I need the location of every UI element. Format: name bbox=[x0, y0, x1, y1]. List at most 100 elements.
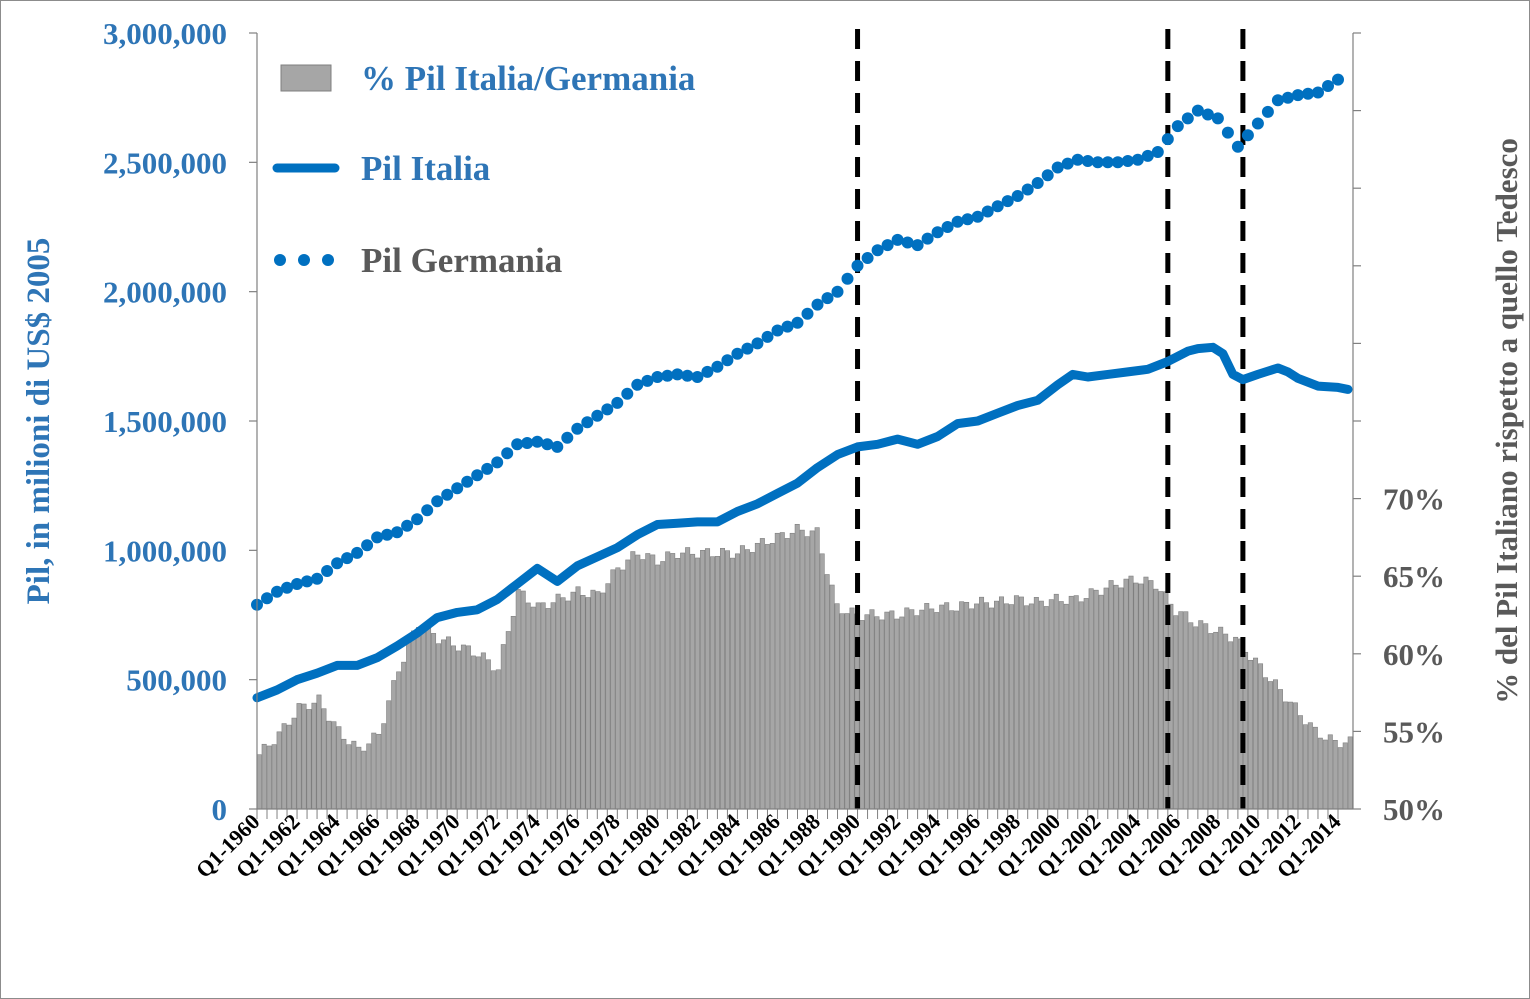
ratio-bar bbox=[1277, 689, 1283, 810]
ratio-bar bbox=[839, 613, 845, 810]
ratio-bar bbox=[1068, 595, 1074, 810]
ratio-bar bbox=[321, 708, 327, 810]
ratio-bar bbox=[754, 542, 760, 810]
ratio-bar bbox=[700, 549, 706, 810]
pil-germania-point bbox=[591, 409, 604, 422]
ratio-bar bbox=[1173, 615, 1179, 810]
ratio-bar bbox=[605, 583, 611, 810]
pil-germania-point bbox=[821, 292, 834, 305]
pil-germania-point bbox=[531, 435, 544, 448]
ratio-bar bbox=[1088, 588, 1094, 810]
legend-label-pil-germania: Pil Germania bbox=[361, 241, 562, 280]
ratio-bar bbox=[849, 607, 855, 810]
pil-germania-point bbox=[921, 232, 934, 245]
pil-germania-point bbox=[1001, 195, 1014, 208]
ratio-bar bbox=[381, 723, 387, 810]
pil-germania-point bbox=[401, 519, 414, 532]
ratio-bar bbox=[1123, 578, 1129, 810]
ratio-bar bbox=[1292, 702, 1298, 810]
pil-germania-point bbox=[691, 371, 704, 383]
ratio-bar bbox=[316, 694, 322, 810]
ratio-bar bbox=[1028, 603, 1034, 810]
pil-germania-point bbox=[501, 447, 514, 460]
ratio-bar bbox=[1297, 715, 1303, 810]
ratio-bar bbox=[764, 544, 770, 810]
ratio-bar bbox=[311, 702, 317, 810]
ratio-bar bbox=[351, 740, 357, 810]
ratio-bar bbox=[1317, 737, 1323, 810]
ratio-bar bbox=[729, 557, 735, 810]
ratio-bar bbox=[909, 609, 915, 810]
ratio-bar bbox=[685, 547, 691, 810]
ratio-bar bbox=[1188, 622, 1194, 810]
ratio-bar bbox=[1248, 659, 1254, 810]
pil-germania-point bbox=[731, 347, 744, 360]
ratio-bar bbox=[540, 602, 546, 810]
pil-germania-point bbox=[1081, 155, 1094, 167]
pil-germania-point bbox=[991, 200, 1004, 213]
pil-germania-point bbox=[1091, 156, 1104, 169]
ratio-bar bbox=[939, 604, 945, 810]
ratio-bar bbox=[590, 589, 596, 810]
pil-germania-point bbox=[561, 431, 574, 444]
pil-germania-point bbox=[1211, 112, 1224, 125]
pil-germania-point bbox=[811, 298, 824, 311]
ratio-bar bbox=[1058, 601, 1064, 810]
pil-germania-point bbox=[951, 215, 964, 228]
pil-germania-point bbox=[851, 259, 864, 272]
ratio-bar bbox=[739, 545, 745, 810]
ratio-bar bbox=[779, 532, 785, 810]
pil-germania-point bbox=[781, 320, 794, 333]
ratio-bar bbox=[386, 700, 392, 810]
pil-germania-point bbox=[771, 324, 784, 337]
ratio-bar bbox=[799, 529, 805, 810]
pil-germania-point bbox=[1271, 94, 1284, 107]
right-tick-label: 65% bbox=[1383, 559, 1445, 594]
pil-germania-point bbox=[911, 239, 924, 252]
ratio-bar bbox=[460, 644, 466, 810]
ratio-bar bbox=[1287, 701, 1293, 810]
pil-germania-point bbox=[361, 539, 374, 552]
pil-germania-point bbox=[861, 252, 874, 264]
ratio-bar bbox=[1033, 597, 1039, 810]
pil-germania-point bbox=[841, 272, 854, 285]
ratio-bar bbox=[580, 595, 586, 810]
ratio-bar bbox=[391, 680, 397, 810]
ratio-bar bbox=[804, 536, 810, 810]
ratio-bar bbox=[1312, 726, 1318, 810]
ratio-bar bbox=[450, 645, 456, 810]
ratio-bar bbox=[595, 591, 601, 810]
ratio-bar bbox=[1327, 734, 1333, 810]
ratio-bar bbox=[640, 559, 646, 810]
ratio-bar bbox=[1178, 611, 1184, 810]
pil-germania-point bbox=[1061, 157, 1074, 170]
ratio-bar bbox=[834, 603, 840, 810]
pil-germania-point bbox=[411, 513, 424, 526]
ratio-bar bbox=[510, 615, 516, 810]
pil-germania-point bbox=[1322, 80, 1334, 92]
pil-germania-point bbox=[1302, 87, 1314, 100]
ratio-bar bbox=[1253, 657, 1259, 810]
ratio-bar bbox=[1153, 588, 1159, 810]
ratio-bars bbox=[256, 523, 1353, 810]
ratio-bar bbox=[555, 593, 561, 810]
ratio-bar bbox=[266, 745, 272, 810]
ratio-bar bbox=[515, 589, 521, 810]
ratio-bar bbox=[431, 633, 437, 810]
ratio-bar bbox=[520, 590, 526, 810]
ratio-bar bbox=[1018, 596, 1024, 810]
ratio-bar bbox=[1073, 595, 1079, 810]
ratio-bar bbox=[1342, 742, 1348, 810]
ratio-bar bbox=[979, 596, 985, 810]
ratio-bar bbox=[824, 574, 830, 810]
ratio-bar bbox=[1302, 724, 1308, 810]
ratio-bar bbox=[446, 636, 451, 810]
pil-germania-point bbox=[1261, 105, 1274, 118]
ratio-bar bbox=[296, 703, 302, 810]
ratio-bar bbox=[705, 548, 711, 810]
ratio-bar bbox=[331, 721, 337, 810]
ratio-bar bbox=[645, 553, 651, 810]
pil-germania-point bbox=[1191, 104, 1204, 117]
ratio-bar bbox=[421, 628, 427, 810]
ratio-bar bbox=[376, 733, 382, 810]
